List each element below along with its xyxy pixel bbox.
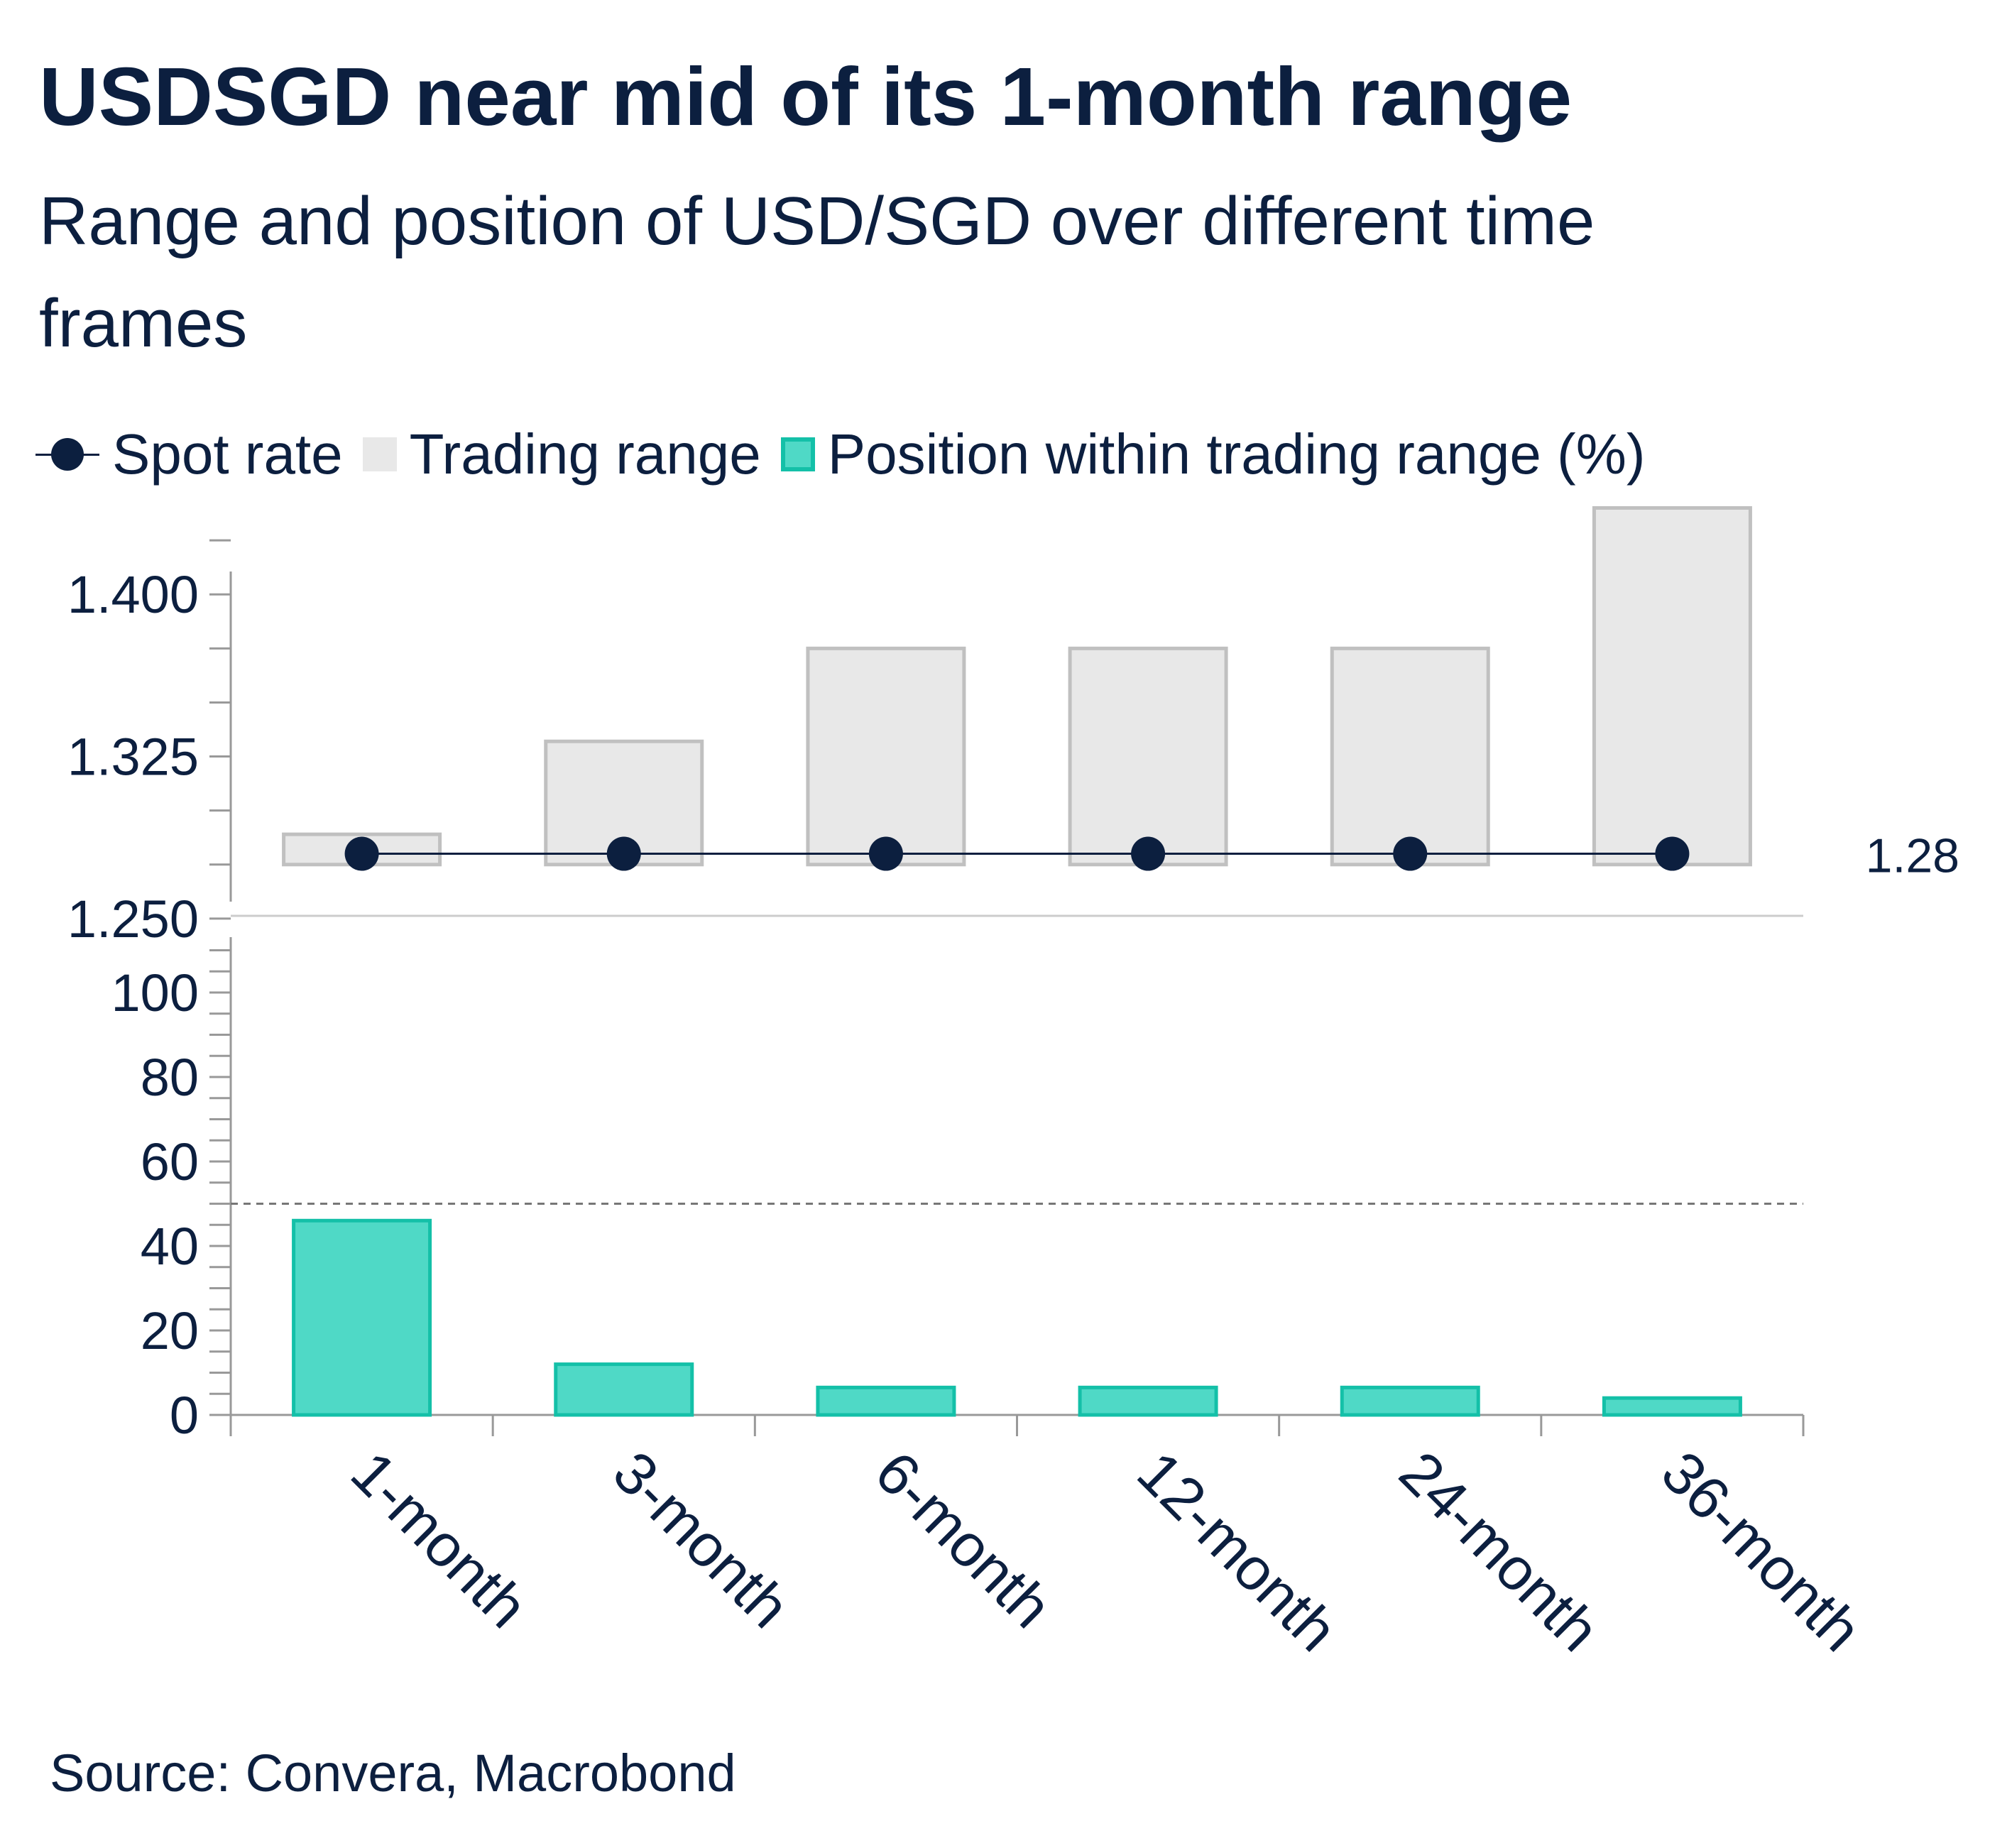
- upper-y-tick-label: 1.400: [67, 565, 199, 624]
- legend-item-trading-range: Trading range: [362, 422, 761, 487]
- x-category-label: 12-month: [1125, 1438, 1350, 1663]
- lower-y-tick-label: 80: [141, 1048, 199, 1107]
- spot-rate-point: [344, 836, 379, 871]
- x-category-label: 24-month: [1387, 1438, 1612, 1663]
- legend-label-trading-range: Trading range: [409, 422, 761, 486]
- spot-rate-point: [868, 836, 903, 871]
- chart-title: USDSGD near mid of its 1-month range: [39, 50, 1573, 143]
- spot-rate-value-label: 1.28: [1866, 829, 1959, 883]
- upper-y-tick-label: 1.325: [67, 728, 199, 787]
- x-category-label: 3-month: [601, 1438, 802, 1640]
- trading-range-bar: [1068, 646, 1228, 867]
- lower-y-tick-label: 20: [141, 1301, 199, 1360]
- spot-rate-point: [1655, 836, 1690, 871]
- legend: Spot rate Trading range Position within …: [35, 415, 1665, 493]
- legend-label-position: Position within trading range (%): [827, 422, 1646, 486]
- position-swatch-icon: [780, 437, 815, 471]
- trading-range-swatch-icon: [362, 437, 397, 471]
- position-bar: [1078, 1385, 1218, 1417]
- upper-y-tick-label: 1.250: [67, 890, 199, 948]
- lower-y-tick-label: 0: [170, 1386, 199, 1445]
- legend-item-spot-rate: Spot rate: [35, 422, 343, 487]
- position-bar: [816, 1385, 956, 1417]
- x-category-label: 1-month: [339, 1438, 540, 1640]
- trading-range-bar: [1592, 505, 1752, 867]
- lower-y-tick-label: 60: [141, 1132, 199, 1191]
- spot-rate-marker-icon: [35, 433, 99, 476]
- trading-range-bar: [1330, 646, 1490, 867]
- position-bar: [292, 1218, 432, 1417]
- chart-subtitle: Range and position of USD/SGD over diffe…: [39, 183, 1595, 361]
- x-category-label: 6-month: [863, 1438, 1064, 1640]
- trading-range-bar: [806, 646, 966, 867]
- spot-rate-point: [1131, 836, 1166, 871]
- position-bar: [1340, 1385, 1480, 1417]
- legend-label-spot-rate: Spot rate: [112, 422, 343, 486]
- legend-item-position: Position within trading range (%): [780, 422, 1646, 487]
- position-bar: [554, 1362, 694, 1417]
- lower-y-tick-label: 40: [141, 1217, 199, 1276]
- position-bar: [1602, 1396, 1742, 1417]
- source-note: Source: Convera, Macrobond: [50, 1744, 736, 1803]
- lower-y-tick-label: 100: [111, 963, 199, 1022]
- spot-rate-point: [1393, 836, 1428, 871]
- spot-rate-point: [606, 836, 641, 871]
- x-category-label: 36-month: [1649, 1438, 1874, 1663]
